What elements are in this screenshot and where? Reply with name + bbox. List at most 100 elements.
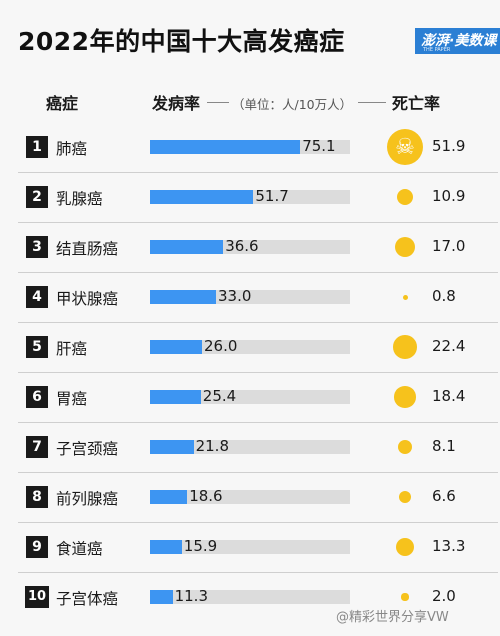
chart-row: 9 食道癌 15.9 13.3 [0,524,500,574]
incidence-value: 33.0 [218,287,252,305]
incidence-bar [150,540,182,554]
mortality-dot [396,188,414,206]
mortality-dot [395,537,415,557]
cancer-name: 子宫颈癌 [56,440,119,458]
mortality-dot [393,335,417,359]
incidence-bar [150,490,188,504]
mortality-value: 17.0 [432,237,466,255]
row-divider [18,322,498,323]
bar-track [150,140,350,154]
rank-badge: 9 [26,536,48,558]
mortality-dot [394,236,416,258]
incidence-bar [150,440,194,454]
incidence-bar [150,140,301,154]
bar-track [150,240,350,254]
rank-badge: 8 [26,486,48,508]
row-divider [18,272,498,273]
chart-title: 2022年的中国十大高发癌症 [18,27,345,56]
header-line-right [358,102,386,103]
row-divider [18,422,498,423]
skull-crossbones-icon: ☠ [387,129,423,165]
rank-badge: 3 [26,236,48,258]
cancer-name: 甲状腺癌 [56,290,119,308]
brand-logo: 澎湃·美数课 THE PAPER [415,28,500,54]
row-divider [18,472,498,473]
column-header-cancer: 癌症 [46,94,79,113]
rank-badge: 2 [26,186,48,208]
row-divider [18,522,498,523]
bar-track [150,390,350,404]
mortality-value: 10.9 [432,187,466,205]
incidence-value: 21.8 [195,437,229,455]
incidence-bar [150,240,224,254]
mortality-dot [394,386,416,408]
mortality-value: 51.9 [432,137,466,155]
chart-row: 2 乳腺癌 51.7 10.9 [0,174,500,224]
bar-track [150,540,350,554]
row-divider [18,172,498,173]
bar-track [150,490,350,504]
bar-track [150,590,350,604]
chart-row: 8 前列腺癌 18.6 6.6 [0,474,500,524]
column-header-incidence: 发病率 [152,94,201,113]
mortality-value: 8.1 [432,437,456,455]
incidence-value: 15.9 [183,537,218,555]
mortality-dot [402,294,408,300]
cancer-name: 食道癌 [56,540,103,558]
chart-row: 6 胃癌 25.4 18.4 [0,374,500,424]
watermark: @精彩世界分享VW [336,610,449,625]
row-divider [18,572,498,573]
cancer-name: 结直肠癌 [56,240,119,258]
cancer-name: 肝癌 [56,340,88,358]
mortality-value: 2.0 [432,587,456,605]
incidence-value: 36.6 [225,237,259,255]
rank-badge: 4 [26,286,48,308]
rank-badge: 1 [26,136,48,158]
rank-badge: 7 [26,436,48,458]
cancer-name: 前列腺癌 [56,490,119,508]
incidence-bar [150,390,201,404]
chart-row: 5 肝癌 26.0 22.4 [0,324,500,374]
incidence-value: 18.6 [189,487,223,505]
brand-name: 澎湃·美数课 [421,33,497,49]
row-divider [18,222,498,223]
incidence-bar [150,190,254,204]
row-divider [18,372,498,373]
rank-badge: 10 [25,586,49,608]
cancer-name: 子宫体癌 [56,590,119,608]
mortality-value: 22.4 [432,337,466,355]
chart-row: 10 子宫体癌 11.3 2.0 [0,574,500,624]
incidence-bar [150,290,216,304]
rank-badge: 6 [26,386,48,408]
mortality-value: 18.4 [432,387,466,405]
cancer-name: 肺癌 [56,140,88,158]
incidence-value: 26.0 [204,337,238,355]
mortality-value: 13.3 [432,537,466,555]
header-line-left [207,102,229,103]
incidence-value: 75.1 [302,137,336,155]
mortality-value: 0.8 [432,287,456,305]
brand-sub: THE PAPER [423,47,451,53]
bar-track [150,190,350,204]
incidence-value: 51.7 [255,187,289,205]
bar-track [150,290,350,304]
bar-track [150,340,350,354]
incidence-bar [150,340,202,354]
unit-label: （单位：人/10万人） [232,97,353,112]
incidence-bar [150,590,173,604]
cancer-name: 乳腺癌 [56,190,103,208]
mortality-dot [398,490,412,504]
chart-row: 3 结直肠癌 36.6 17.0 [0,224,500,274]
rank-badge: 5 [26,336,48,358]
chart-row: 4 甲状腺癌 33.0 0.8 [0,274,500,324]
mortality-value: 6.6 [432,487,456,505]
cancer-name: 胃癌 [56,390,88,408]
incidence-value: 11.3 [174,587,208,605]
column-header-mortality: 死亡率 [392,94,441,113]
chart-row: 7 子宫颈癌 21.8 8.1 [0,424,500,474]
chart-row: 1 肺癌 75.1 ☠ 51.9 [0,124,500,174]
incidence-value: 25.4 [202,387,237,405]
mortality-dot [401,593,409,601]
mortality-dot [397,439,413,455]
bar-track [150,440,350,454]
